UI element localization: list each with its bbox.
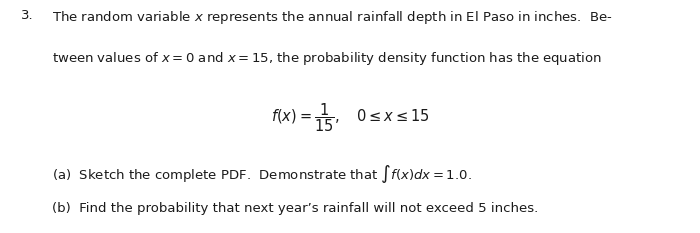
Text: (b)  Find the probability that next year’s rainfall will not exceed 5 inches.: (b) Find the probability that next year’… xyxy=(52,202,539,215)
Text: 3.: 3. xyxy=(21,9,34,22)
Text: $f(x) = \dfrac{1}{15},\quad 0 \leq x \leq 15$: $f(x) = \dfrac{1}{15},\quad 0 \leq x \le… xyxy=(271,101,429,134)
Text: (a)  Sketch the complete PDF.  Demonstrate that $\int f(x)dx = 1.0$.: (a) Sketch the complete PDF. Demonstrate… xyxy=(52,163,473,185)
Text: tween values of $x = 0$ and $x = 15$, the probability density function has the e: tween values of $x = 0$ and $x = 15$, th… xyxy=(52,50,602,67)
Text: The random variable $x$ represents the annual rainfall depth in El Paso in inche: The random variable $x$ represents the a… xyxy=(52,9,613,26)
